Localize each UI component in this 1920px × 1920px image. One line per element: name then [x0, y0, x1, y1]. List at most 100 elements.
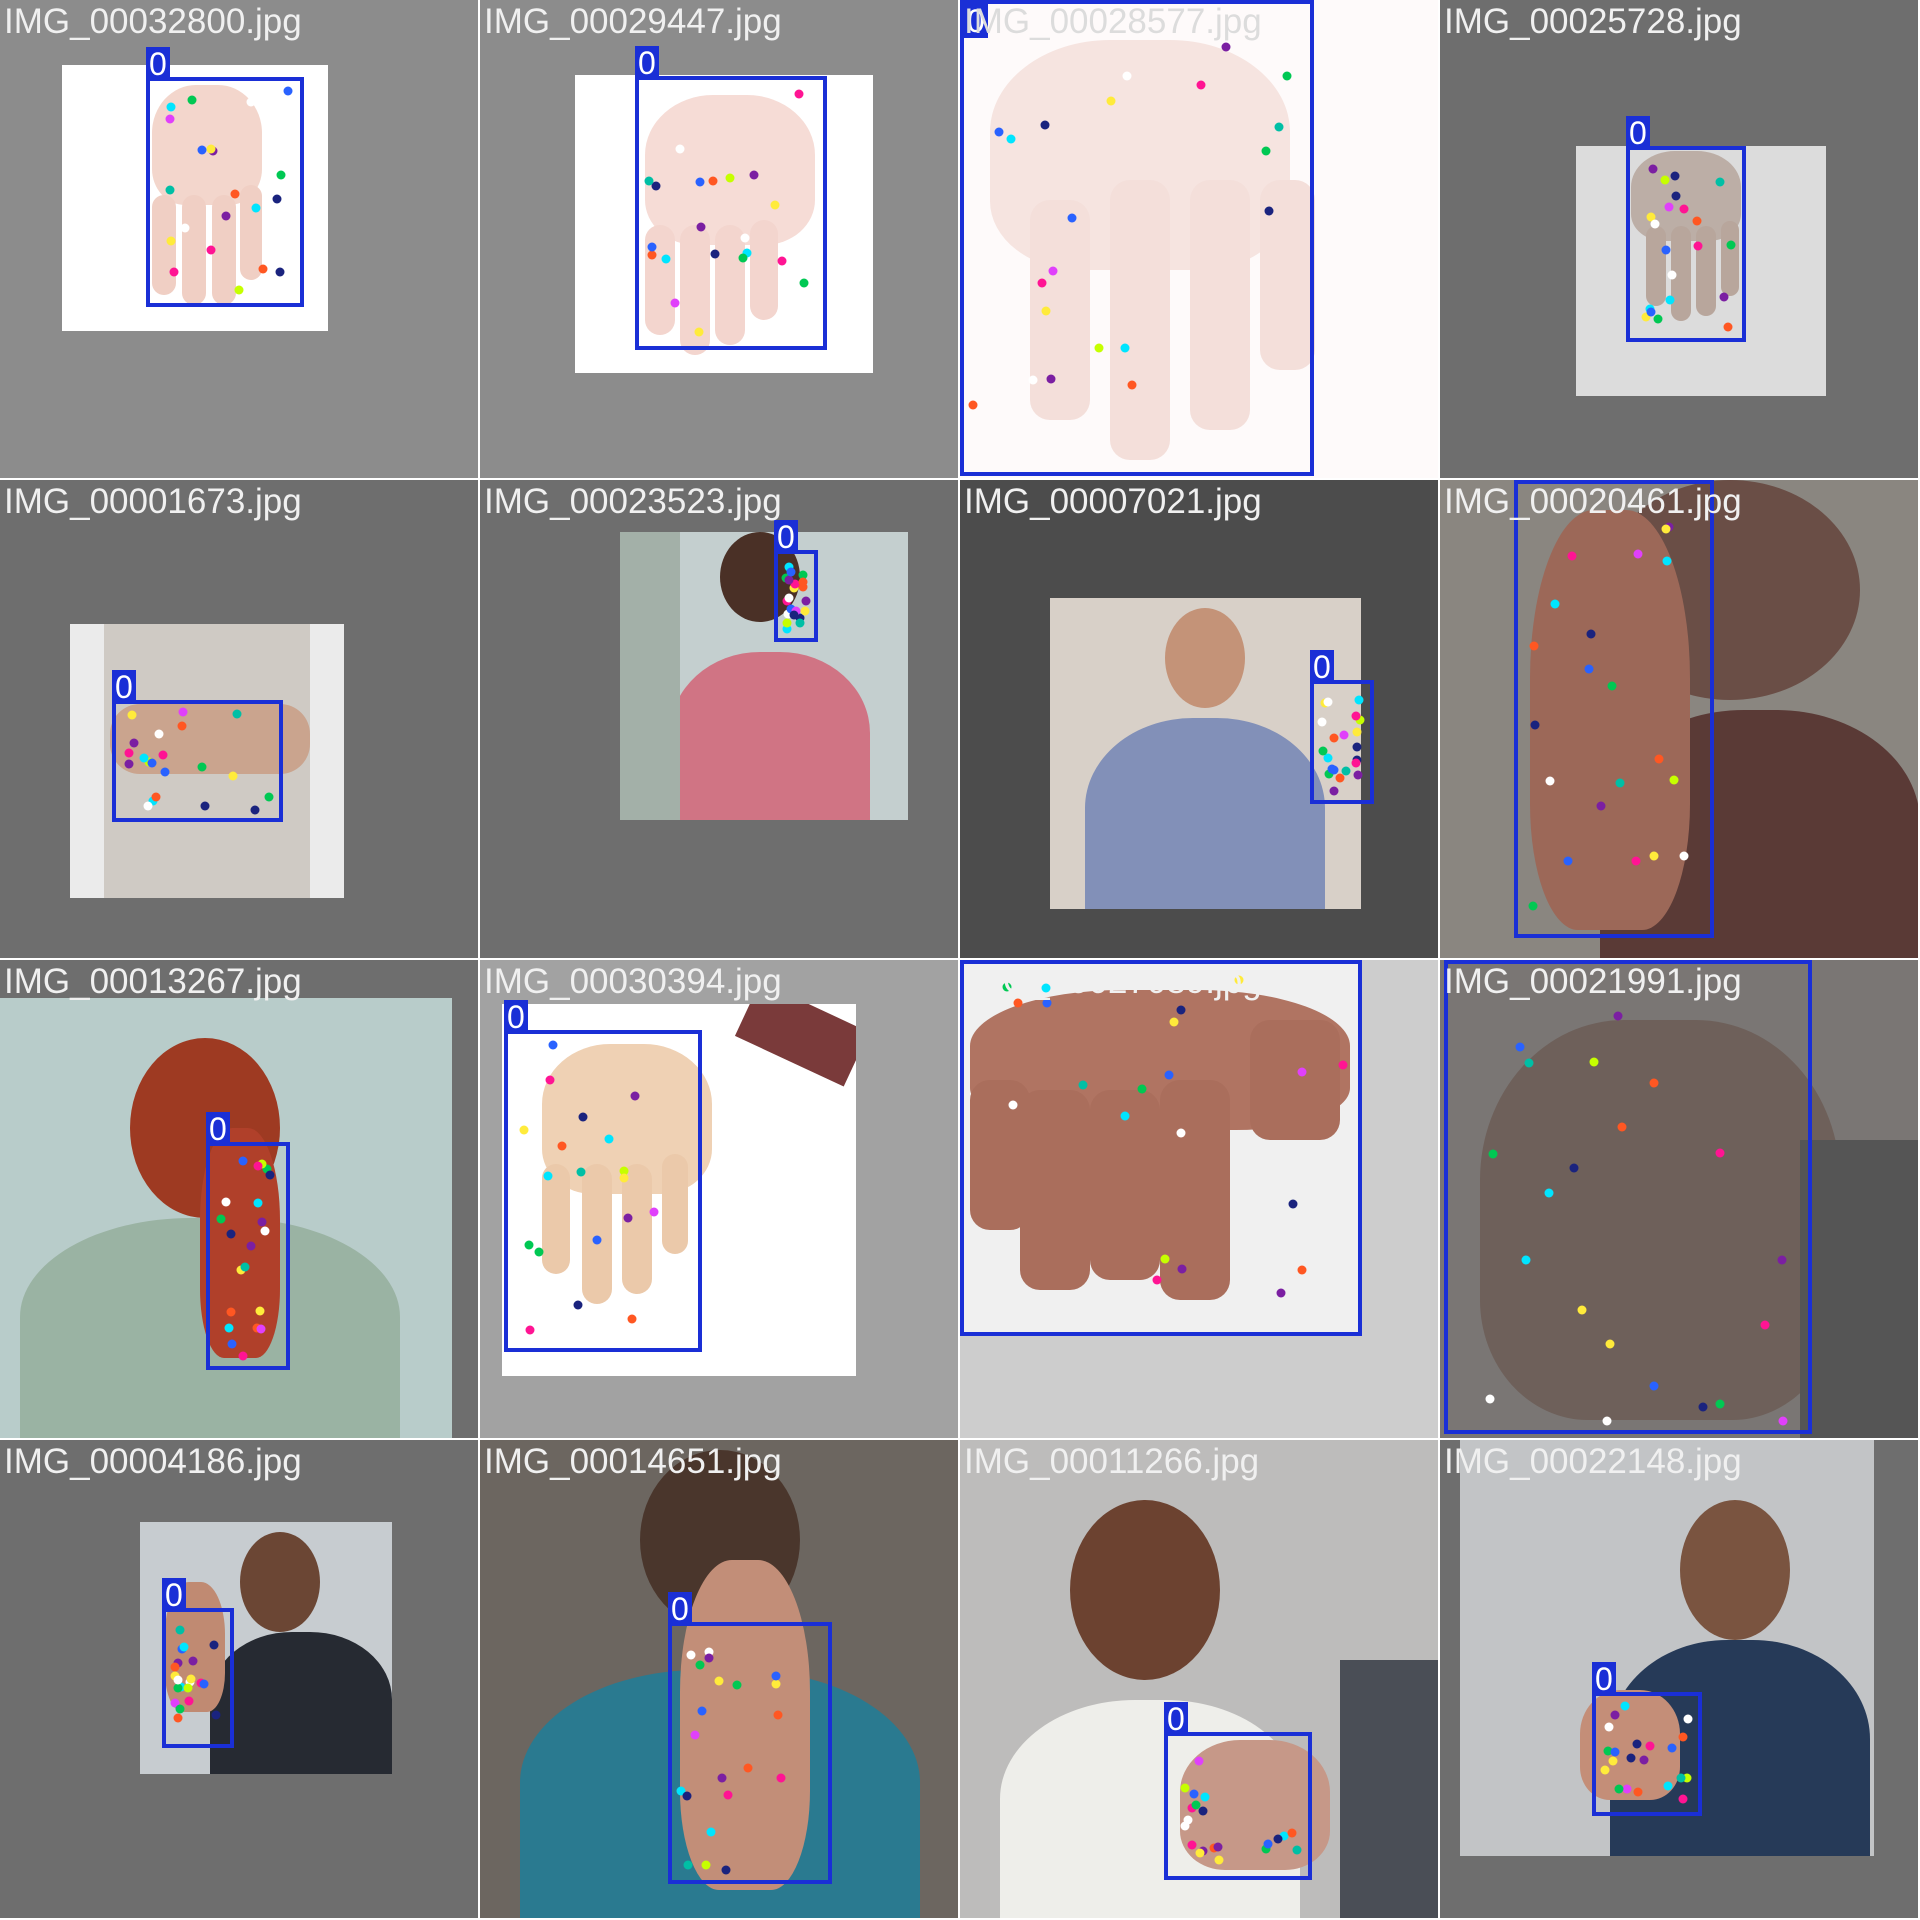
keypoint-dot [1297, 1265, 1307, 1275]
keypoint-dot [1778, 1416, 1788, 1426]
keypoint-dot [694, 327, 704, 337]
keypoint-dot [1351, 711, 1361, 721]
keypoint-dot [275, 267, 285, 277]
keypoint-dot [1726, 240, 1736, 250]
keypoint-dot [1152, 1275, 1162, 1285]
keypoint-dot [1626, 1753, 1636, 1763]
keypoint-dot [1196, 80, 1206, 90]
bounding-box: 0 [112, 670, 283, 822]
keypoint-dot [1041, 306, 1051, 316]
keypoint-dot [1662, 556, 1672, 566]
keypoint-dot [260, 1226, 270, 1236]
tile-11: 0 IMG_00027089.jpg [960, 960, 1440, 1440]
keypoint-dot [1682, 1773, 1692, 1783]
keypoint-dot [1661, 524, 1671, 534]
tile-filename: IMG_00013267.jpg [4, 962, 302, 1001]
keypoint-dot [179, 1642, 189, 1652]
keypoint-dot [1351, 758, 1360, 768]
keypoint-dot [1567, 551, 1577, 561]
keypoint-dot [1603, 1746, 1613, 1756]
keypoint-dot [238, 1351, 248, 1361]
keypoint-dot [1760, 1320, 1770, 1330]
keypoint-dot [250, 805, 260, 815]
keypoint-dot [1041, 983, 1051, 993]
keypoint-dot [1287, 1828, 1297, 1838]
keypoint-dot [1329, 786, 1339, 796]
keypoint-dot [1177, 1264, 1187, 1274]
keypoint-dot [795, 613, 805, 623]
keypoint-dot [1180, 1783, 1190, 1793]
keypoint-dot [1485, 1394, 1495, 1404]
keypoint-dot [1649, 1078, 1659, 1088]
keypoint-dot [1297, 1067, 1307, 1077]
keypoint-dot [1678, 1794, 1688, 1804]
keypoint-dot [1488, 1149, 1498, 1159]
keypoint-dot [246, 1241, 256, 1251]
bbox-class-label: 0 [1626, 116, 1650, 150]
keypoint-dot [1341, 766, 1351, 776]
keypoint-dot [183, 1683, 193, 1693]
keypoint-dot [1719, 292, 1729, 302]
tile-image [0, 998, 452, 1438]
keypoint-dot [1194, 1756, 1204, 1766]
keypoint-dot [1037, 278, 1047, 288]
keypoint-dot [771, 1671, 781, 1681]
tile-filename: IMG_00004186.jpg [4, 1442, 302, 1481]
keypoint-dot [1273, 1834, 1283, 1844]
keypoint-dot [1671, 191, 1681, 201]
keypoint-dot [1692, 216, 1702, 226]
keypoint-dot [651, 181, 661, 191]
tile-image [620, 532, 908, 820]
bbox-class-label: 0 [206, 1112, 230, 1146]
keypoint-dot [1274, 122, 1284, 132]
keypoint-dot [1042, 998, 1052, 1008]
keypoint-dot [230, 189, 240, 199]
keypoint-dot [1584, 664, 1594, 674]
keypoint-dot [1608, 1756, 1618, 1766]
keypoint-dot [197, 762, 207, 772]
keypoint-dot [1650, 219, 1660, 229]
keypoint-dot [1263, 1839, 1273, 1849]
keypoint-dot [1667, 1743, 1677, 1752]
keypoint-dot [534, 1247, 543, 1257]
keypoint-dot [1195, 1848, 1205, 1858]
keypoint-dot [708, 176, 718, 186]
tile-image [62, 65, 328, 331]
keypoint-dot [227, 1339, 236, 1349]
keypoint-dot [696, 222, 706, 232]
keypoint-dot [258, 264, 268, 274]
keypoint-dot [255, 1306, 265, 1316]
bounding-box: 0 [1310, 650, 1374, 804]
keypoint-dot [1550, 599, 1560, 609]
keypoint-dot [1586, 629, 1596, 639]
keypoint-dot [742, 248, 752, 258]
keypoint-dot [165, 185, 175, 195]
keypoint-dot [1620, 1701, 1630, 1711]
keypoint-dot [682, 1791, 692, 1801]
keypoint-dot [166, 102, 176, 112]
keypoint-dot [1670, 171, 1680, 181]
keypoint-dot [180, 223, 190, 233]
keypoint-dot [695, 1660, 705, 1670]
keypoint-dot [670, 298, 680, 308]
keypoint-dot [683, 1860, 693, 1870]
keypoint-dot [253, 1198, 263, 1208]
keypoint-dot [782, 618, 792, 628]
bbox-class-label: 0 [635, 46, 659, 80]
keypoint-dot [1715, 1148, 1725, 1158]
keypoint-dot [686, 1650, 696, 1660]
keypoint-dot [166, 236, 176, 246]
keypoint-dot [1040, 120, 1050, 130]
keypoint-dot [129, 738, 139, 748]
keypoint-dot [165, 114, 175, 124]
keypoint-dot [1234, 975, 1244, 985]
keypoint-dot [257, 1217, 267, 1227]
keypoint-dot [1078, 1080, 1088, 1090]
keypoint-dot [1698, 1402, 1708, 1412]
keypoint-dot [1693, 241, 1703, 251]
keypoint-dot [246, 97, 256, 107]
keypoint-dot [1094, 343, 1104, 353]
keypoint-dot [1164, 1070, 1174, 1080]
keypoint-dot [738, 253, 748, 263]
